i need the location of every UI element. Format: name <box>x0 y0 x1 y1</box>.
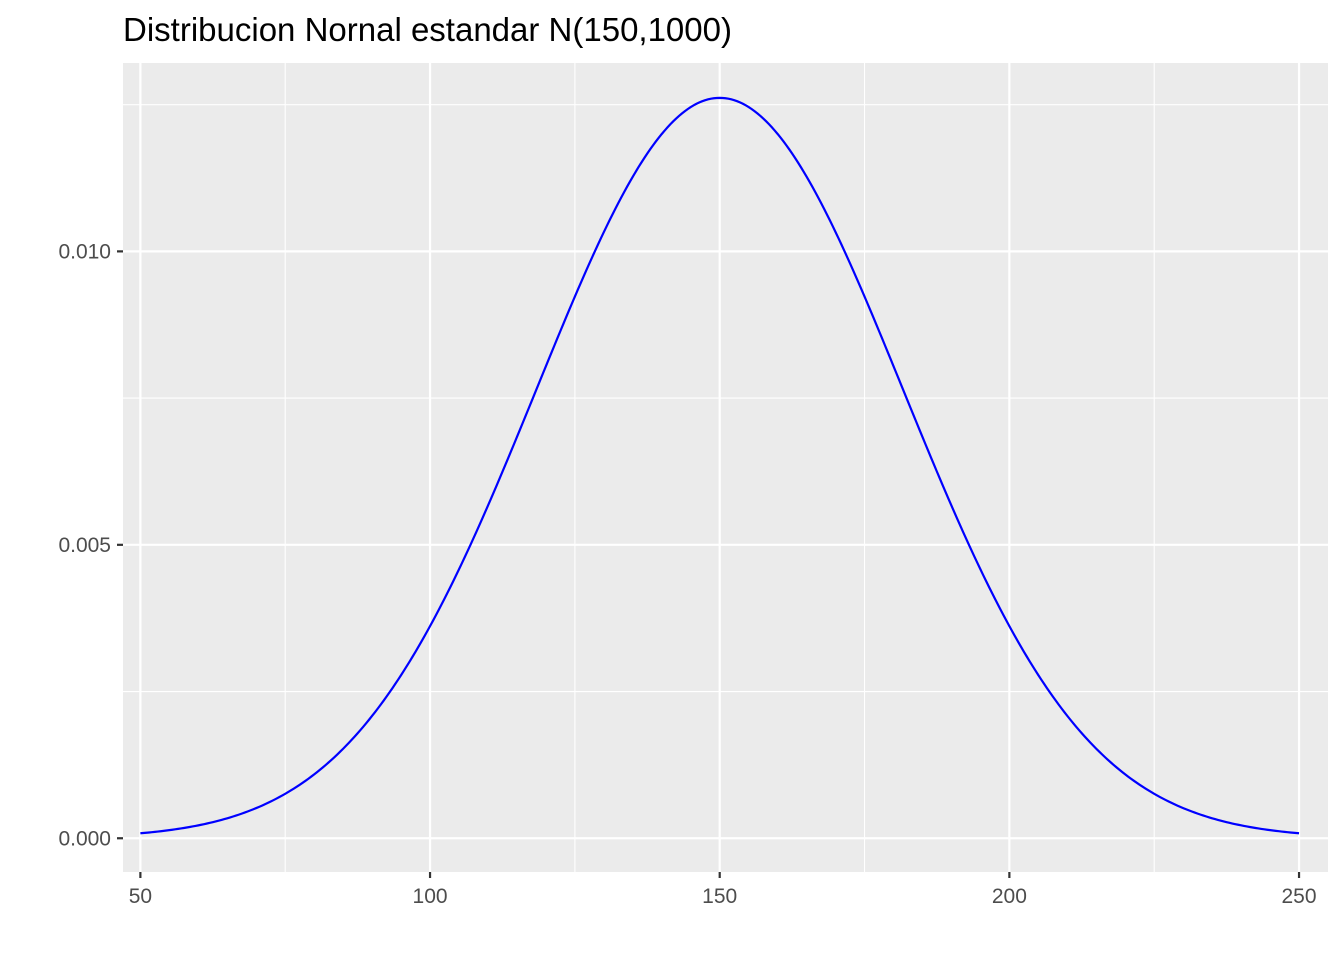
x-tick-label: 200 <box>992 885 1027 908</box>
x-tick-label: 100 <box>413 885 448 908</box>
y-axis: 0.000 0.005 0.010 <box>58 240 123 850</box>
x-tick-label: 50 <box>129 885 152 908</box>
y-tick-label: 0.000 <box>58 827 111 850</box>
minor-gridlines <box>123 63 1328 872</box>
plot-panel <box>123 63 1328 872</box>
x-tick-label: 250 <box>1282 885 1317 908</box>
major-gridlines <box>123 63 1328 872</box>
y-tick-label: 0.010 <box>58 240 111 263</box>
density-curve <box>140 96 1300 835</box>
x-tick-label: 150 <box>702 885 737 908</box>
x-axis: 50 100 150 200 250 <box>129 872 1317 908</box>
chart-title: Distribucion Nornal estandar N(150,1000) <box>123 11 732 48</box>
y-tick-label: 0.005 <box>58 534 111 557</box>
